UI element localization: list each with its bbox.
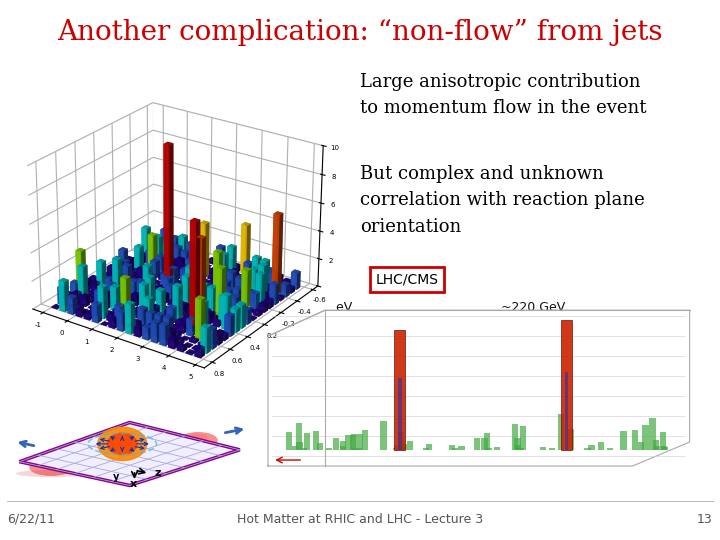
Bar [514,438,521,450]
Text: 6/22/11: 6/22/11 [7,513,55,526]
Polygon shape [19,422,240,485]
Bar [398,378,402,450]
Bar [297,442,302,450]
Bar [549,448,554,450]
Bar [313,430,319,450]
Text: 13: 13 [697,513,713,526]
Bar [426,444,432,450]
Text: ~220 GeV: ~220 GeV [500,301,565,314]
Bar [317,443,323,450]
Bar [637,442,644,450]
Text: But complex and unknown
correlation with reaction plane
orientation: But complex and unknown correlation with… [360,165,644,235]
Bar [482,438,487,450]
Bar [515,445,521,450]
Text: ~220 GeV: ~220 GeV [288,301,353,314]
Bar [558,414,564,450]
Bar [449,445,455,450]
Bar [356,448,361,450]
Bar [407,441,413,450]
Bar [287,433,292,450]
Bar [351,448,357,450]
Bar [512,424,518,450]
Ellipse shape [16,470,86,477]
Bar [340,441,346,450]
Ellipse shape [30,460,73,476]
Bar [516,448,522,450]
Bar [654,446,660,450]
Ellipse shape [179,432,217,449]
Bar [494,447,500,450]
Bar [357,434,363,450]
Bar [351,434,356,450]
Bar [380,422,387,450]
Bar [346,435,351,450]
Bar [296,423,302,450]
Polygon shape [107,433,137,455]
Bar [562,320,572,450]
Ellipse shape [189,434,208,442]
Bar [598,442,604,450]
Bar [518,448,524,450]
Bar [649,418,656,450]
Bar [395,330,405,450]
Polygon shape [98,427,147,461]
Bar [423,448,429,450]
Text: x: x [130,478,137,489]
Bar [459,446,464,450]
Bar [398,441,405,450]
Bar [350,435,356,450]
Bar [588,446,595,450]
Bar [540,447,546,450]
Bar [394,445,400,450]
Bar [653,440,660,450]
Bar [326,448,333,450]
Bar [567,429,574,450]
Bar [393,448,400,450]
Bar [660,433,666,450]
Bar [340,446,346,450]
Bar [565,372,568,450]
Bar [452,448,458,450]
Text: RHIC/Star: RHIC/Star [47,77,107,90]
Bar [520,426,526,450]
Text: Another complication: “non-flow” from jets: Another complication: “non-flow” from je… [58,19,662,46]
Bar [398,433,405,450]
Text: Large anisotropic contribution
to momentum flow in the event: Large anisotropic contribution to moment… [360,73,647,117]
Text: z: z [154,468,161,478]
Bar [485,448,492,450]
Bar [292,446,298,450]
Bar [585,448,590,450]
Ellipse shape [40,461,63,469]
Bar [621,430,626,450]
Bar [401,444,408,450]
Text: LHC/CMS: LHC/CMS [375,272,438,286]
Bar [607,448,613,450]
Bar [642,426,649,450]
Bar [333,438,339,450]
Text: Hot Matter at RHIC and LHC - Lecture 3: Hot Matter at RHIC and LHC - Lecture 3 [237,513,483,526]
Bar [301,448,307,450]
Bar [631,430,638,450]
Bar [304,433,310,450]
Bar [362,430,368,450]
Ellipse shape [167,443,230,450]
Bar [474,438,480,450]
Text: y: y [112,471,119,482]
Bar [484,433,490,450]
Bar [662,446,667,450]
Bar [662,447,667,450]
